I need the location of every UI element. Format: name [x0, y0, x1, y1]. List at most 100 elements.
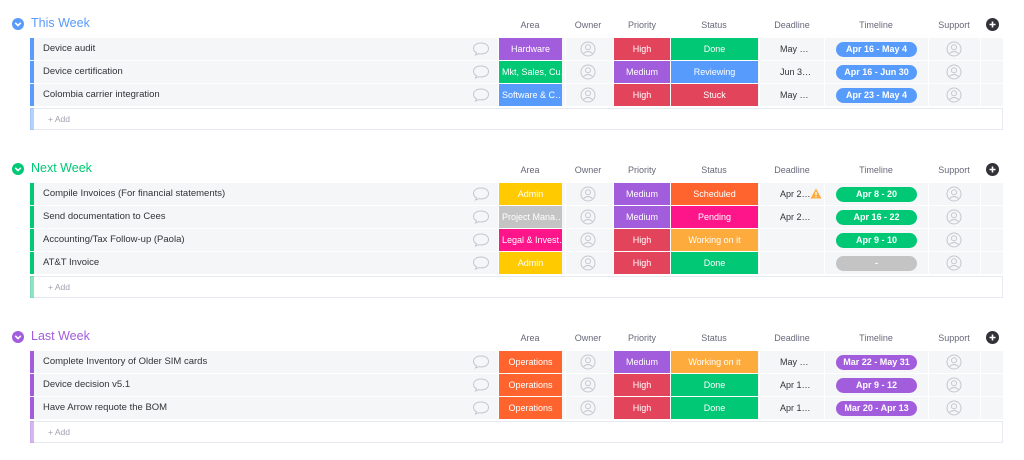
comment-icon[interactable] [472, 41, 490, 57]
comment-icon[interactable] [472, 354, 490, 370]
priority-cell[interactable]: Medium [614, 351, 670, 373]
priority-cell[interactable]: High [614, 229, 670, 251]
support-avatar[interactable] [946, 41, 962, 57]
deadline-cell[interactable]: Jun 3… [780, 67, 812, 77]
area-cell[interactable]: Operations [499, 374, 562, 396]
priority-cell[interactable]: Medium [614, 61, 670, 83]
add-column-button[interactable] [986, 331, 999, 344]
priority-cell[interactable]: High [614, 374, 670, 396]
item-name[interactable]: Complete Inventory of Older SIM cards [43, 356, 208, 367]
support-avatar[interactable] [946, 255, 962, 271]
priority-cell[interactable]: High [614, 38, 670, 60]
deadline-cell[interactable]: Apr 1… [780, 403, 811, 413]
timeline-pill[interactable]: Apr 9 - 12 [836, 377, 917, 393]
item-name[interactable]: Device audit [43, 43, 96, 54]
group-title[interactable]: Next Week [31, 161, 92, 175]
collapse-toggle[interactable] [12, 331, 24, 343]
owner-avatar[interactable] [580, 64, 596, 80]
item-name[interactable]: Accounting/Tax Follow-up (Paola) [43, 234, 185, 245]
status-cell[interactable]: Scheduled [671, 183, 758, 205]
status-cell[interactable]: Pending [671, 206, 758, 228]
status-cell[interactable]: Done [671, 252, 758, 274]
owner-avatar[interactable] [580, 400, 596, 416]
deadline-cell[interactable]: Apr 1… [780, 380, 811, 390]
comment-icon[interactable] [472, 255, 490, 271]
area-cell[interactable]: Legal & Invest… [499, 229, 562, 251]
item-name[interactable]: Colombia carrier integration [43, 89, 160, 100]
owner-avatar[interactable] [580, 209, 596, 225]
add-column-button[interactable] [986, 18, 999, 31]
priority-cell[interactable]: High [614, 84, 670, 106]
timeline-pill[interactable]: Mar 20 - Apr 13 [836, 400, 917, 416]
collapse-toggle[interactable] [12, 163, 24, 175]
support-avatar[interactable] [946, 400, 962, 416]
status-cell[interactable]: Done [671, 374, 758, 396]
priority-cell[interactable]: Medium [614, 183, 670, 205]
support-avatar[interactable] [946, 209, 962, 225]
comment-icon[interactable] [472, 64, 490, 80]
deadline-cell[interactable]: Apr 2… [780, 212, 811, 222]
timeline-pill[interactable]: Apr 8 - 20 [836, 186, 917, 202]
priority-cell[interactable]: Medium [614, 206, 670, 228]
owner-avatar[interactable] [580, 377, 596, 393]
owner-avatar[interactable] [580, 87, 596, 103]
area-cell[interactable]: Software & C… [499, 84, 562, 106]
item-name[interactable]: Device decision v5.1 [43, 379, 131, 390]
item-name[interactable]: Device certification [43, 66, 123, 77]
status-cell[interactable]: Done [671, 397, 758, 419]
area-cell[interactable]: Operations [499, 397, 562, 419]
comment-icon[interactable] [472, 400, 490, 416]
item-name[interactable]: AT&T Invoice [43, 257, 100, 268]
deadline-cell[interactable]: Apr 2… [780, 189, 811, 199]
add-item[interactable]: + Add [48, 282, 70, 292]
group-title[interactable]: This Week [31, 16, 90, 30]
deadline-cell[interactable]: May … [780, 44, 809, 54]
deadline-cell[interactable]: May … [780, 357, 809, 367]
area-cell[interactable]: Operations [499, 351, 562, 373]
area-cell[interactable]: Mkt, Sales, Cu… [499, 61, 562, 83]
comment-icon[interactable] [472, 232, 490, 248]
deadline-cell[interactable]: May … [780, 90, 809, 100]
group-title[interactable]: Last Week [31, 329, 90, 343]
timeline-pill[interactable]: Apr 16 - 22 [836, 209, 917, 225]
priority-cell[interactable]: High [614, 252, 670, 274]
support-avatar[interactable] [946, 232, 962, 248]
owner-avatar[interactable] [580, 354, 596, 370]
support-avatar[interactable] [946, 354, 962, 370]
comment-icon[interactable] [472, 87, 490, 103]
item-name[interactable]: Send documentation to Cees [43, 211, 166, 222]
timeline-pill[interactable]: Apr 23 - May 4 [836, 87, 917, 103]
owner-avatar[interactable] [580, 41, 596, 57]
status-cell[interactable]: Working on it [671, 229, 758, 251]
timeline-pill[interactable]: - [836, 255, 917, 271]
add-item[interactable]: + Add [48, 114, 70, 124]
owner-avatar[interactable] [580, 255, 596, 271]
collapse-toggle[interactable] [12, 18, 24, 30]
comment-icon[interactable] [472, 186, 490, 202]
support-avatar[interactable] [946, 64, 962, 80]
owner-avatar[interactable] [580, 186, 596, 202]
comment-icon[interactable] [472, 209, 490, 225]
area-cell[interactable]: Admin [499, 252, 562, 274]
timeline-pill[interactable]: Apr 16 - Jun 30 [836, 64, 917, 80]
area-cell[interactable]: Project Mana… [499, 206, 562, 228]
support-avatar[interactable] [946, 186, 962, 202]
timeline-pill[interactable]: Mar 22 - May 31 [836, 354, 917, 370]
timeline-pill[interactable]: Apr 9 - 10 [836, 232, 917, 248]
comment-icon[interactable] [472, 377, 490, 393]
item-name[interactable]: Compile Invoices (For financial statemen… [43, 188, 226, 199]
support-avatar[interactable] [946, 87, 962, 103]
priority-cell[interactable]: High [614, 397, 670, 419]
status-cell[interactable]: Stuck [671, 84, 758, 106]
add-column-button[interactable] [986, 163, 999, 176]
add-item[interactable]: + Add [48, 427, 70, 437]
support-avatar[interactable] [946, 377, 962, 393]
status-cell[interactable]: Reviewing [671, 61, 758, 83]
status-cell[interactable]: Working on it [671, 351, 758, 373]
timeline-pill[interactable]: Apr 16 - May 4 [836, 41, 917, 57]
area-cell[interactable]: Admin [499, 183, 562, 205]
area-cell[interactable]: Hardware [499, 38, 562, 60]
item-name[interactable]: Have Arrow requote the BOM [43, 402, 168, 413]
status-cell[interactable]: Done [671, 38, 758, 60]
owner-avatar[interactable] [580, 232, 596, 248]
